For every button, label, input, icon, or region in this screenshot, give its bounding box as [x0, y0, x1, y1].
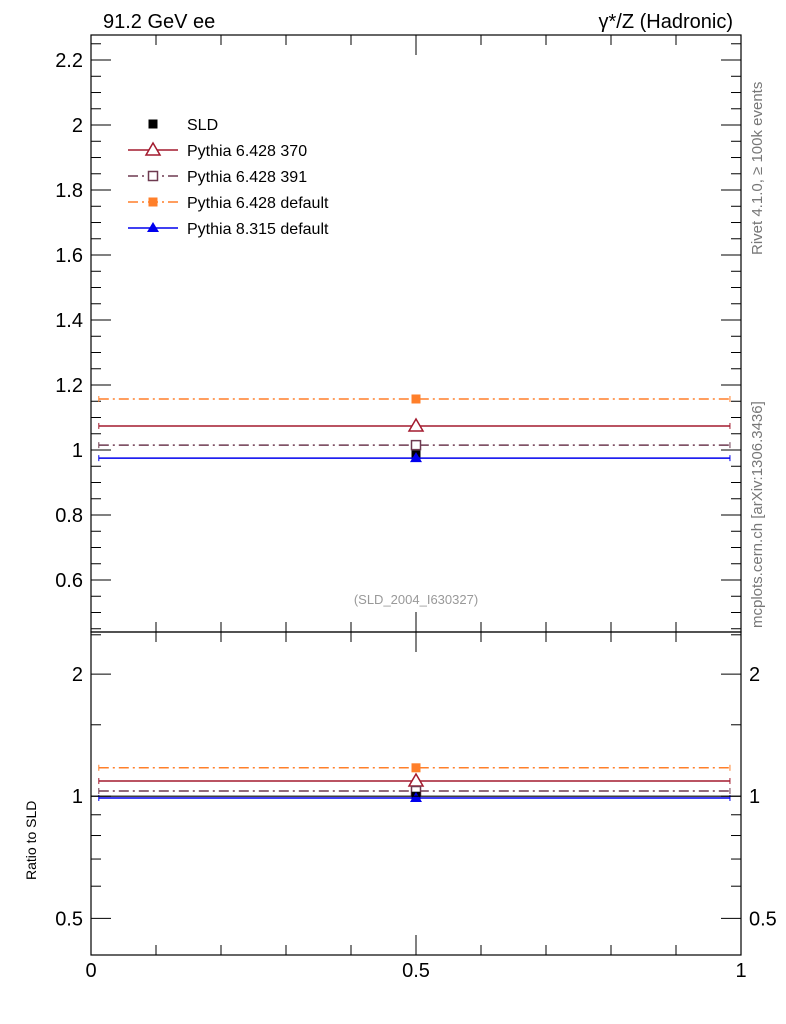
x-tick-label: 0: [85, 960, 96, 982]
legend-marker: [148, 119, 158, 129]
x-tick-label: 1: [735, 960, 746, 982]
ratio-y-tick-label-right: 2: [749, 664, 760, 686]
title-left: 91.2 GeV ee: [103, 11, 215, 33]
ratio-y-tick-label: 1: [72, 786, 83, 808]
y-tick-label: 0.8: [55, 505, 83, 527]
x-tick-label: 0.5: [402, 960, 430, 982]
main-data-point: [410, 439, 422, 451]
ratio-data-point: [411, 763, 421, 773]
ratio-y-tick-label-right: 1: [749, 786, 760, 808]
y-tick-label: 2: [72, 115, 83, 137]
legend-label: Pythia 8.315 default: [187, 221, 329, 238]
main-data-point: [407, 417, 425, 432]
ratio-ylabel: Ratio to SLD: [23, 801, 39, 880]
ratio-data-point: [407, 772, 425, 787]
ratio-y-tick-label: 2: [72, 664, 83, 686]
ratio-data-point: [410, 791, 422, 802]
legend-label: Pythia 6.428 391: [187, 169, 307, 186]
ratio-y-tick-label-right: 0.5: [749, 908, 777, 930]
legend-marker: [147, 222, 159, 232]
y-tick-label: 1.8: [55, 180, 83, 202]
y-tick-label: 1.6: [55, 245, 83, 267]
legend-marker: [147, 170, 159, 182]
legend-label: Pythia 6.428 default: [187, 195, 329, 212]
y-tick-label: 1.2: [55, 375, 83, 397]
y-tick-label: 1: [72, 440, 83, 462]
main-data-point: [410, 452, 422, 463]
analysis-label: (SLD_2004_I630327): [354, 592, 478, 607]
y-tick-label: 0.6: [55, 570, 83, 592]
legend-label: SLD: [187, 117, 218, 134]
main-data-point: [411, 394, 421, 404]
y-tick-label: 2.2: [55, 50, 83, 72]
legend-label: Pythia 6.428 370: [187, 143, 307, 160]
side-label-bottom: mcplots.cern.ch [arXiv:1306.3436]: [749, 401, 766, 628]
legend-marker: [148, 197, 158, 207]
legend-marker: [144, 141, 162, 156]
title-right: γ*/Z (Hadronic): [599, 11, 733, 33]
ratio-y-tick-label: 0.5: [55, 908, 83, 930]
side-label-top: Rivet 4.1.0, ≥ 100k events: [749, 82, 766, 255]
y-tick-label: 1.4: [55, 310, 83, 332]
